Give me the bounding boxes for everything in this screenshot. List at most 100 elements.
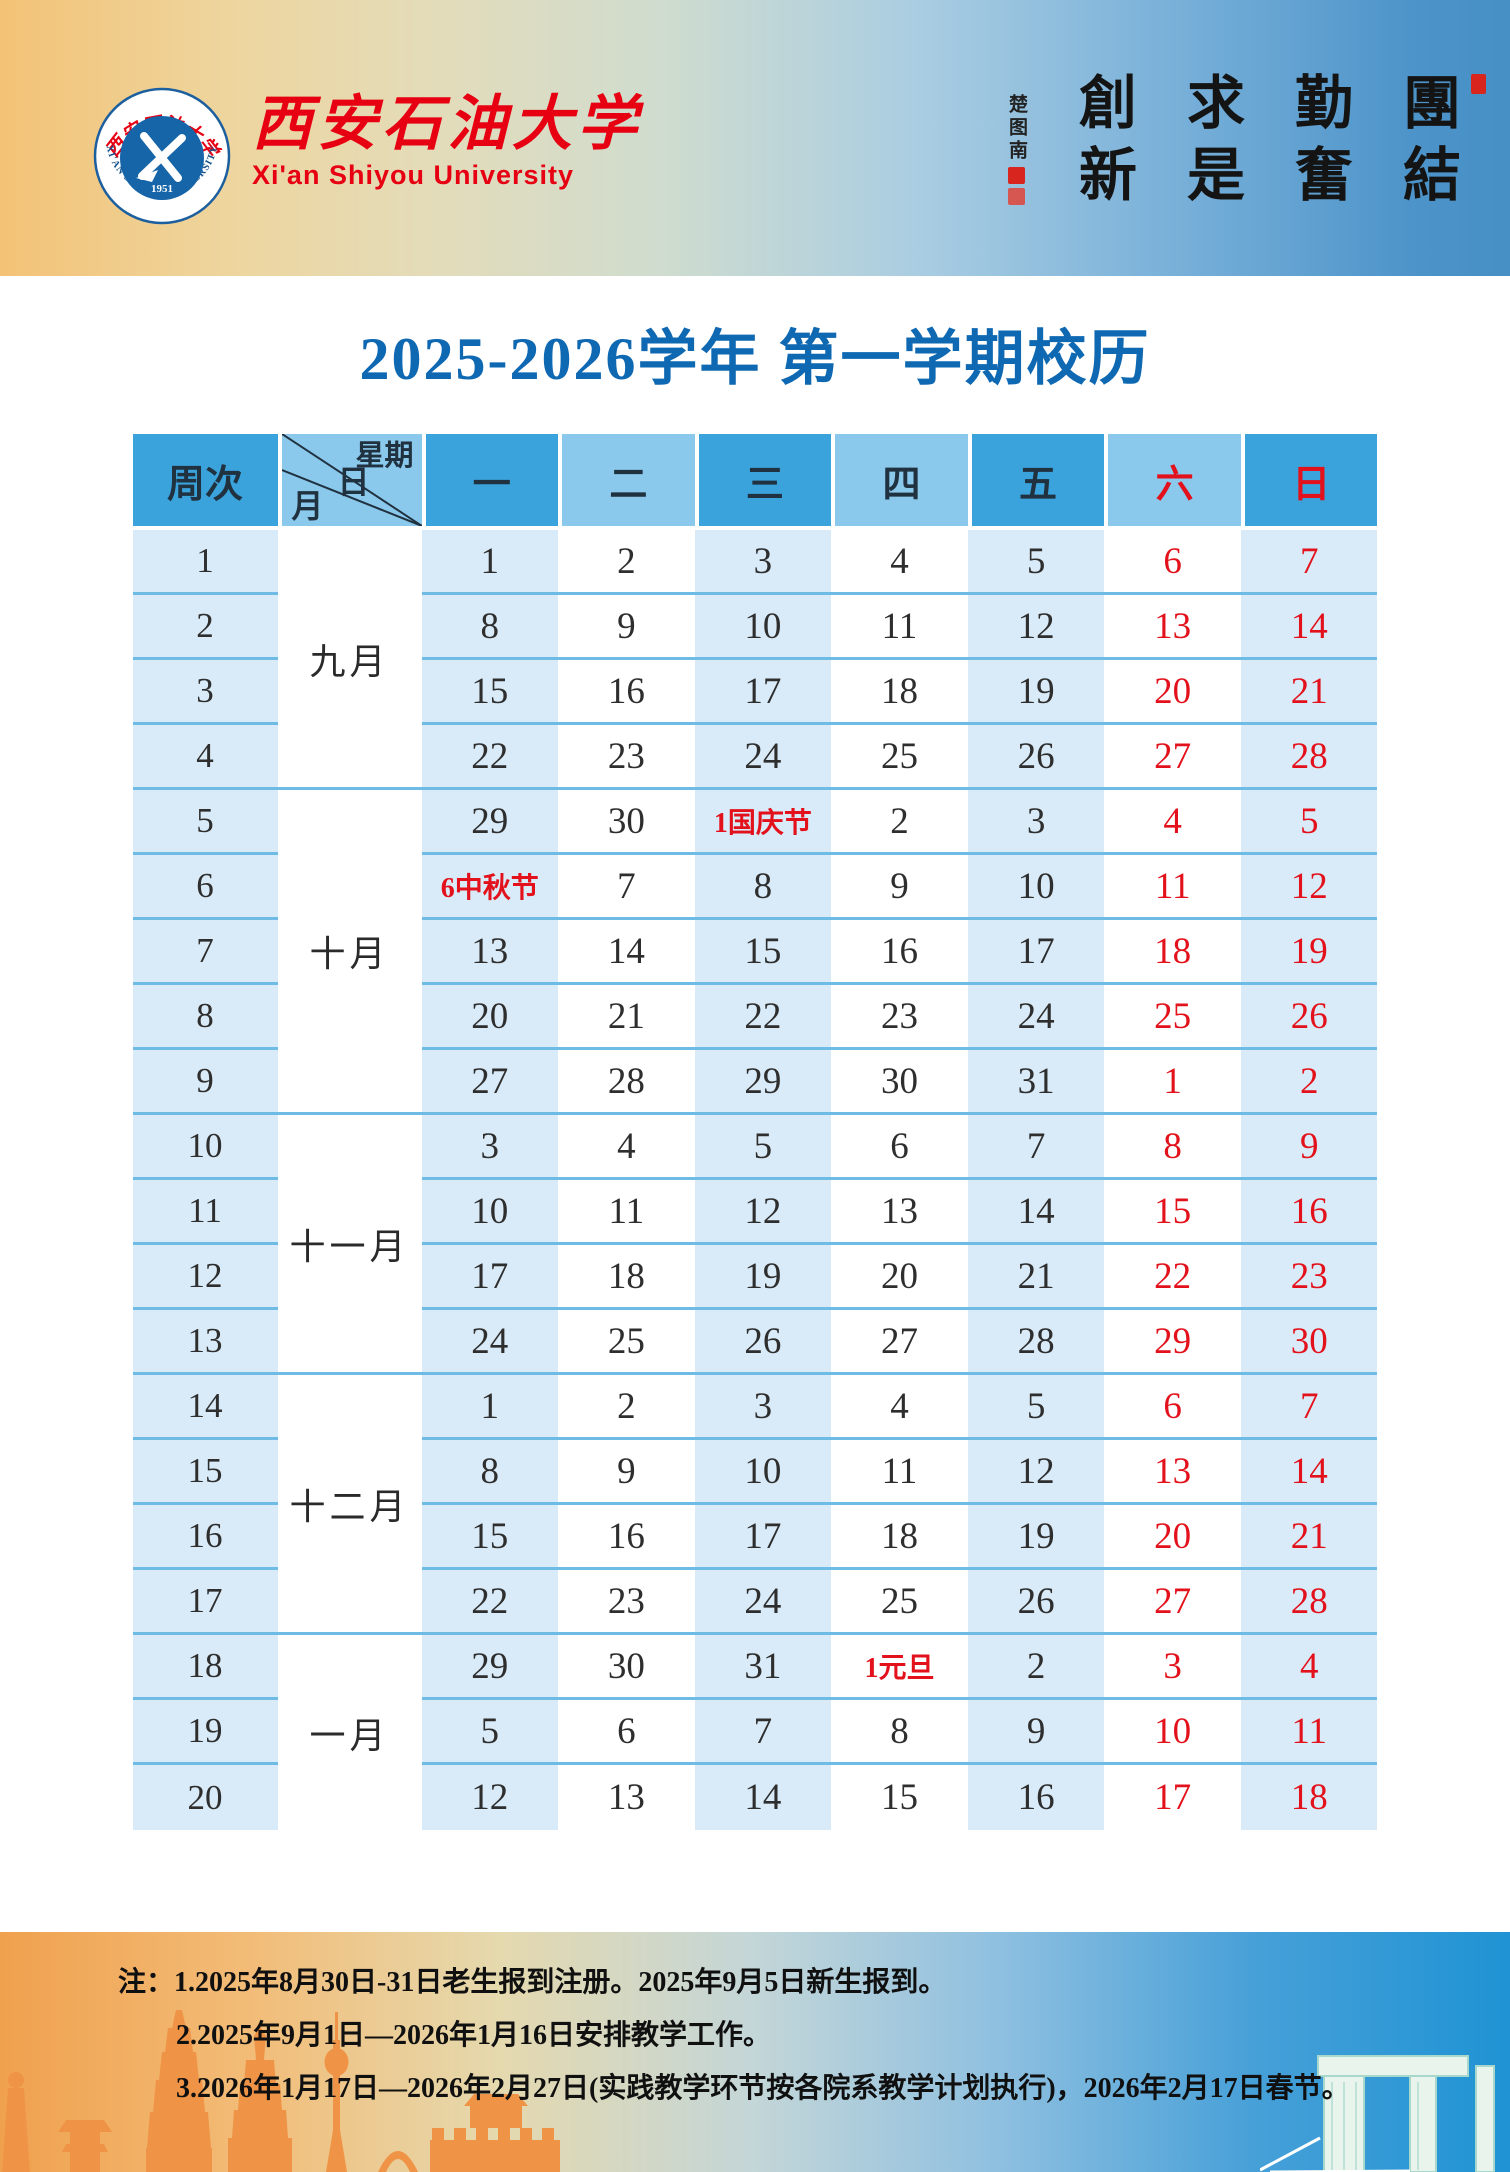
day-cell: 14 [694,1765,832,1830]
day-cell: 17 [694,1505,832,1570]
note-1-text: 1.2025年8月30日-31日老生报到注册。2025年9月5日新生报到。 [174,1967,947,1998]
day-cell: 23 [831,985,968,1050]
day-cell: 26 [1240,985,1378,1050]
day-cell: 17 [421,1245,559,1310]
week-number-cell: 5 [132,790,278,855]
week-number-cell: 17 [132,1570,278,1635]
day-cell: 29 [421,790,559,855]
day-cell: 2 [831,790,968,855]
day-cell: 14 [967,1180,1105,1245]
day-cell: 6 [1104,530,1241,595]
day-cell: 29 [694,1050,832,1115]
week-number-cell: 19 [132,1700,278,1765]
corner-label-weekday: 星期 [355,440,414,472]
day-cell: 11 [558,1180,695,1245]
day-cell: 29 [1104,1310,1241,1375]
weekday-header-5: 五 [967,434,1105,526]
day-cell: 4 [1240,1635,1378,1700]
day-cell: 7 [694,1700,832,1765]
day-cell: 23 [1240,1245,1378,1310]
day-cell: 13 [421,920,559,985]
signature-text: 楚图南 [1006,94,1027,163]
day-cell: 7 [1240,1375,1378,1440]
day-cell: 9 [831,855,968,920]
day-cell: 13 [831,1180,968,1245]
day-cell: 18 [1104,920,1241,985]
day-cell: 24 [421,1310,559,1375]
day-cell: 24 [694,725,832,790]
day-cell: 27 [1104,725,1241,790]
week-number-cell: 11 [132,1180,278,1245]
xian-skyline-icon [2,2010,560,2172]
week-number-cell: 7 [132,920,278,985]
day-cell: 10 [694,1440,832,1505]
holiday-cell: 1元旦 [831,1635,968,1700]
month-cell: 九月 [277,530,422,790]
day-cell: 8 [831,1700,968,1765]
day-cell: 6 [558,1700,695,1765]
day-cell: 18 [831,1505,968,1570]
day-cell: 27 [1104,1570,1241,1635]
day-cell: 4 [558,1115,695,1180]
university-name-zh: 西安石油大学 [252,91,642,157]
day-cell: 10 [967,855,1105,920]
motto-column-chuangxin: 創新 [1070,72,1135,216]
day-cell: 25 [558,1310,695,1375]
day-cell: 6 [831,1115,968,1180]
logo-year: 1951 [151,183,173,195]
day-cell: 25 [1104,985,1241,1050]
day-cell: 24 [967,985,1105,1050]
week-number-cell: 1 [132,530,278,595]
day-cell: 21 [967,1245,1105,1310]
day-cell: 15 [421,660,559,725]
day-cell: 3 [1104,1635,1241,1700]
day-cell: 20 [831,1245,968,1310]
week-number-header: 周次 [132,434,278,526]
day-cell: 16 [1240,1180,1378,1245]
day-cell: 5 [694,1115,832,1180]
month-cell: 十一月 [277,1115,422,1375]
day-cell: 17 [967,920,1105,985]
day-cell: 8 [694,855,832,920]
day-cell: 28 [1240,725,1378,790]
day-cell: 4 [831,530,968,595]
day-cell: 21 [558,985,695,1050]
day-cell: 5 [967,1375,1105,1440]
note-line-2: 2.2025年9月1日—2026年1月16日安排教学工作。 [176,2020,772,2051]
day-cell: 18 [831,660,968,725]
day-cell: 21 [1240,660,1378,725]
month-cell: 十二月 [277,1375,422,1635]
note-line-1: 注：1.2025年8月30日-31日老生报到注册。2025年9月5日新生报到。 [118,1956,1470,2009]
day-cell: 9 [1240,1115,1378,1180]
weekday-header-2: 二 [558,434,695,526]
day-cell: 23 [558,725,695,790]
calligrapher-signature: 楚图南 [1003,94,1030,205]
day-cell: 22 [421,725,559,790]
calligraphy-motto: 楚图南 創新 求是 勤奮 團結 [1003,72,1486,216]
note-prefix: 注： [118,1967,175,1998]
day-cell: 15 [831,1765,968,1830]
corner-label-month: 月 [291,488,324,524]
holiday-cell: 6中秋节 [421,855,559,920]
week-number-cell: 20 [132,1765,278,1830]
day-cell: 3 [694,530,832,595]
weekday-header-4: 四 [831,434,968,526]
day-cell: 24 [694,1570,832,1635]
university-logo: 西安石油大学 XI'AN SHIYOU UNIVERSITY 1951 [92,86,232,226]
day-cell: 30 [558,790,695,855]
day-cell: 4 [1104,790,1241,855]
week-number-cell: 2 [132,595,278,660]
day-cell: 11 [1104,855,1241,920]
day-cell: 26 [967,725,1105,790]
day-cell: 19 [967,1505,1105,1570]
university-brand: 西安石油大学 XI'AN SHIYOU UNIVERSITY 1951 西安石油… [92,86,642,226]
university-name-en: Xi'an Shiyou University [252,160,575,190]
day-cell: 9 [967,1700,1105,1765]
motto-tuanjie-text: 團結 [1394,72,1459,216]
day-cell: 8 [1104,1115,1241,1180]
day-cell: 21 [1240,1505,1378,1570]
day-cell: 9 [558,595,695,660]
week-number-cell: 4 [132,725,278,790]
week-number-cell: 9 [132,1050,278,1115]
